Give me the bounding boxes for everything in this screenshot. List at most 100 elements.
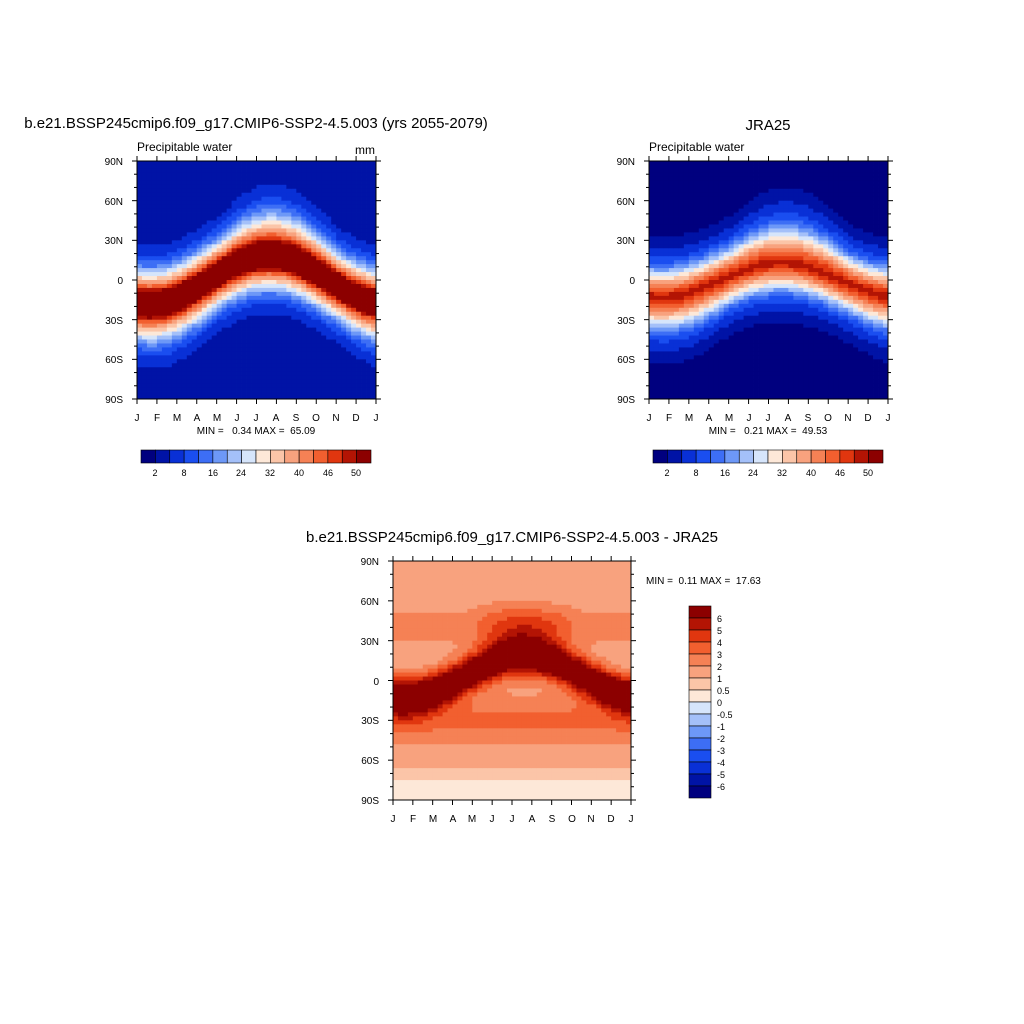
field-cell [176,387,183,392]
field-cell [206,371,213,376]
field-cell [306,355,312,360]
field-cell [753,395,759,400]
field-cell [703,315,710,321]
field-cell [161,287,168,293]
field-cell [291,379,297,384]
field-cell [723,184,730,190]
field-cell [226,343,233,348]
field-cell [261,315,267,321]
field-cell [201,311,208,317]
field-cell [296,335,302,340]
field-cell [246,291,252,297]
field-cell [788,395,794,400]
field-cell [693,180,700,186]
field-cell [251,331,257,336]
field-cell [211,339,218,344]
field-cell [803,184,809,190]
field-cell [728,351,735,356]
field-cell [221,180,228,186]
field-cell [171,383,178,388]
field-cell [663,343,670,348]
field-cell [361,180,367,186]
field-cell [773,224,779,229]
field-cell [291,196,297,202]
field-cell [146,272,153,277]
field-cell [361,252,367,257]
field-cell [653,188,660,194]
field-cell [718,228,725,233]
field-cell [678,192,685,198]
field-cell [226,248,233,253]
field-cell [758,331,764,336]
field-cell [256,196,262,202]
field-cell [146,375,153,380]
field-cell [221,367,228,372]
field-cell [331,375,337,380]
field-cell [241,236,247,241]
field-cell [321,232,327,237]
field-cell [763,276,769,281]
field-cell [738,204,745,209]
field-cell [331,319,337,325]
field-cell [753,256,759,261]
field-cell [658,184,665,190]
field-cell [773,176,779,182]
field-cell [211,200,218,206]
field-cell [256,347,262,352]
field-cell [748,331,754,336]
field-cell [778,192,784,198]
field-cell [286,188,292,194]
field-cell [336,212,342,217]
field-cell [733,379,740,384]
field-cell [326,184,332,190]
field-cell [783,260,789,265]
field-cell [703,319,710,325]
field-cell [141,347,148,352]
field-cell [146,276,153,281]
field-cell [773,395,779,400]
field-cell [653,240,660,245]
field-cell [161,232,168,237]
field-cell [201,379,208,384]
field-cell [673,355,680,360]
field-cell [226,232,233,237]
field-cell [341,208,347,213]
field-cell [703,291,710,297]
field-cell [231,244,237,249]
field-cell [341,184,347,190]
field-cell [271,212,277,217]
field-cell [261,188,267,194]
field-cell [663,327,670,332]
field-cell [808,379,814,384]
field-cell [356,220,362,225]
field-cell [186,161,193,166]
field-cell [346,323,352,328]
field-cell [366,208,372,213]
field-cell [331,395,337,400]
field-cell [678,204,685,209]
field-cell [753,331,759,336]
field-cell [653,391,660,396]
field-cell [346,391,352,396]
field-cell [723,192,730,198]
field-cell [683,236,690,241]
field-cell [693,164,700,170]
field-cell [211,387,218,392]
field-cell [186,375,193,380]
field-cell [698,260,705,265]
field-cell [181,295,188,301]
field-cell [316,335,322,340]
field-cell [783,180,789,186]
field-cell [753,172,759,178]
field-cell [137,295,143,301]
field-cell [206,280,213,285]
field-cell [718,224,725,229]
field-cell [336,295,342,301]
field-cell [141,220,148,225]
field-cell [678,272,685,277]
field-cell [171,359,178,364]
field-cell [231,232,237,237]
field-cell [216,295,223,301]
field-cell [311,355,317,360]
field-cell [181,220,188,225]
